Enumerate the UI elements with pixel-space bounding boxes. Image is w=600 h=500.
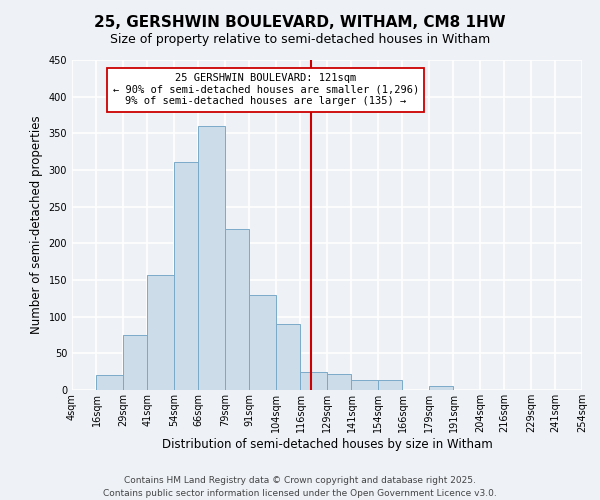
- Bar: [301, 372, 327, 390]
- Bar: [429, 386, 454, 390]
- Bar: [327, 374, 352, 390]
- Text: 25, GERSHWIN BOULEVARD, WITHAM, CM8 1HW: 25, GERSHWIN BOULEVARD, WITHAM, CM8 1HW: [94, 15, 506, 30]
- Bar: [148, 275, 174, 390]
- Bar: [276, 324, 301, 390]
- Text: 25 GERSHWIN BOULEVARD: 121sqm
← 90% of semi-detached houses are smaller (1,296)
: 25 GERSHWIN BOULEVARD: 121sqm ← 90% of s…: [113, 73, 419, 106]
- Y-axis label: Number of semi-detached properties: Number of semi-detached properties: [30, 116, 43, 334]
- Bar: [174, 162, 199, 390]
- Bar: [352, 380, 378, 390]
- Bar: [225, 228, 250, 390]
- X-axis label: Distribution of semi-detached houses by size in Witham: Distribution of semi-detached houses by …: [161, 438, 493, 450]
- Text: Contains HM Land Registry data © Crown copyright and database right 2025.
Contai: Contains HM Land Registry data © Crown c…: [103, 476, 497, 498]
- Bar: [199, 126, 225, 390]
- Bar: [250, 294, 276, 390]
- Bar: [378, 380, 403, 390]
- Bar: [123, 335, 148, 390]
- Bar: [97, 376, 123, 390]
- Text: Size of property relative to semi-detached houses in Witham: Size of property relative to semi-detach…: [110, 32, 490, 46]
